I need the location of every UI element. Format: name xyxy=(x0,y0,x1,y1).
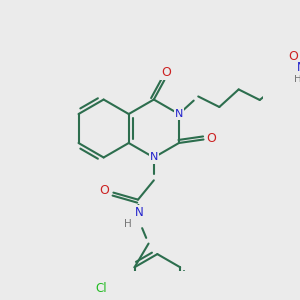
Text: N: N xyxy=(134,206,143,219)
Text: H: H xyxy=(124,219,131,229)
Text: Cl: Cl xyxy=(95,282,107,295)
Text: N: N xyxy=(297,61,300,74)
Text: O: O xyxy=(288,50,298,63)
Text: O: O xyxy=(100,184,110,197)
Text: N: N xyxy=(175,109,183,119)
Text: O: O xyxy=(161,66,171,79)
Text: H: H xyxy=(295,74,300,84)
Text: O: O xyxy=(206,132,216,145)
Text: N: N xyxy=(150,152,158,163)
